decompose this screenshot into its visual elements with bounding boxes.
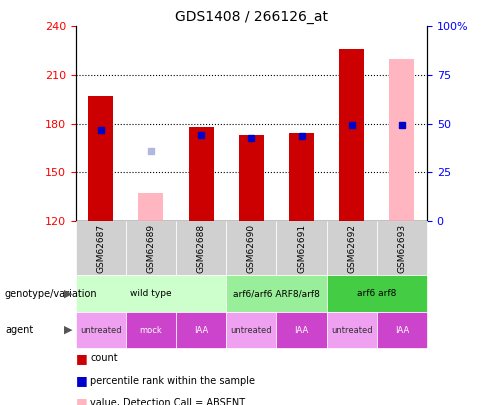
Text: wild type: wild type <box>130 289 172 298</box>
Text: untreated: untreated <box>80 326 122 335</box>
Text: ■: ■ <box>76 396 87 405</box>
Bar <box>188 127 214 221</box>
Text: mock: mock <box>140 326 163 335</box>
Text: ▶: ▶ <box>64 325 73 335</box>
Text: genotype/variation: genotype/variation <box>5 289 98 298</box>
Text: ▶: ▶ <box>64 289 73 298</box>
Bar <box>239 135 264 221</box>
Text: IAA: IAA <box>294 326 308 335</box>
Text: GSM62692: GSM62692 <box>347 224 356 273</box>
Text: percentile rank within the sample: percentile rank within the sample <box>90 376 255 386</box>
Text: value, Detection Call = ABSENT: value, Detection Call = ABSENT <box>90 398 245 405</box>
Bar <box>339 49 364 221</box>
Text: arf6 arf8: arf6 arf8 <box>357 289 396 298</box>
Bar <box>139 193 163 221</box>
Bar <box>289 133 314 221</box>
Title: GDS1408 / 266126_at: GDS1408 / 266126_at <box>175 10 328 24</box>
Text: ■: ■ <box>76 352 87 365</box>
Text: IAA: IAA <box>395 326 409 335</box>
Bar <box>88 96 113 221</box>
Text: GSM62693: GSM62693 <box>397 224 407 273</box>
Text: GSM62687: GSM62687 <box>96 224 105 273</box>
Text: GSM62691: GSM62691 <box>297 224 306 273</box>
Text: GSM62689: GSM62689 <box>146 224 156 273</box>
Bar <box>389 59 414 221</box>
Text: arf6/arf6 ARF8/arf8: arf6/arf6 ARF8/arf8 <box>233 289 320 298</box>
Text: agent: agent <box>5 325 33 335</box>
Text: untreated: untreated <box>230 326 272 335</box>
Text: GSM62690: GSM62690 <box>247 224 256 273</box>
Text: count: count <box>90 354 118 363</box>
Text: untreated: untreated <box>331 326 372 335</box>
Text: IAA: IAA <box>194 326 208 335</box>
Text: ■: ■ <box>76 374 87 387</box>
Text: GSM62688: GSM62688 <box>197 224 205 273</box>
